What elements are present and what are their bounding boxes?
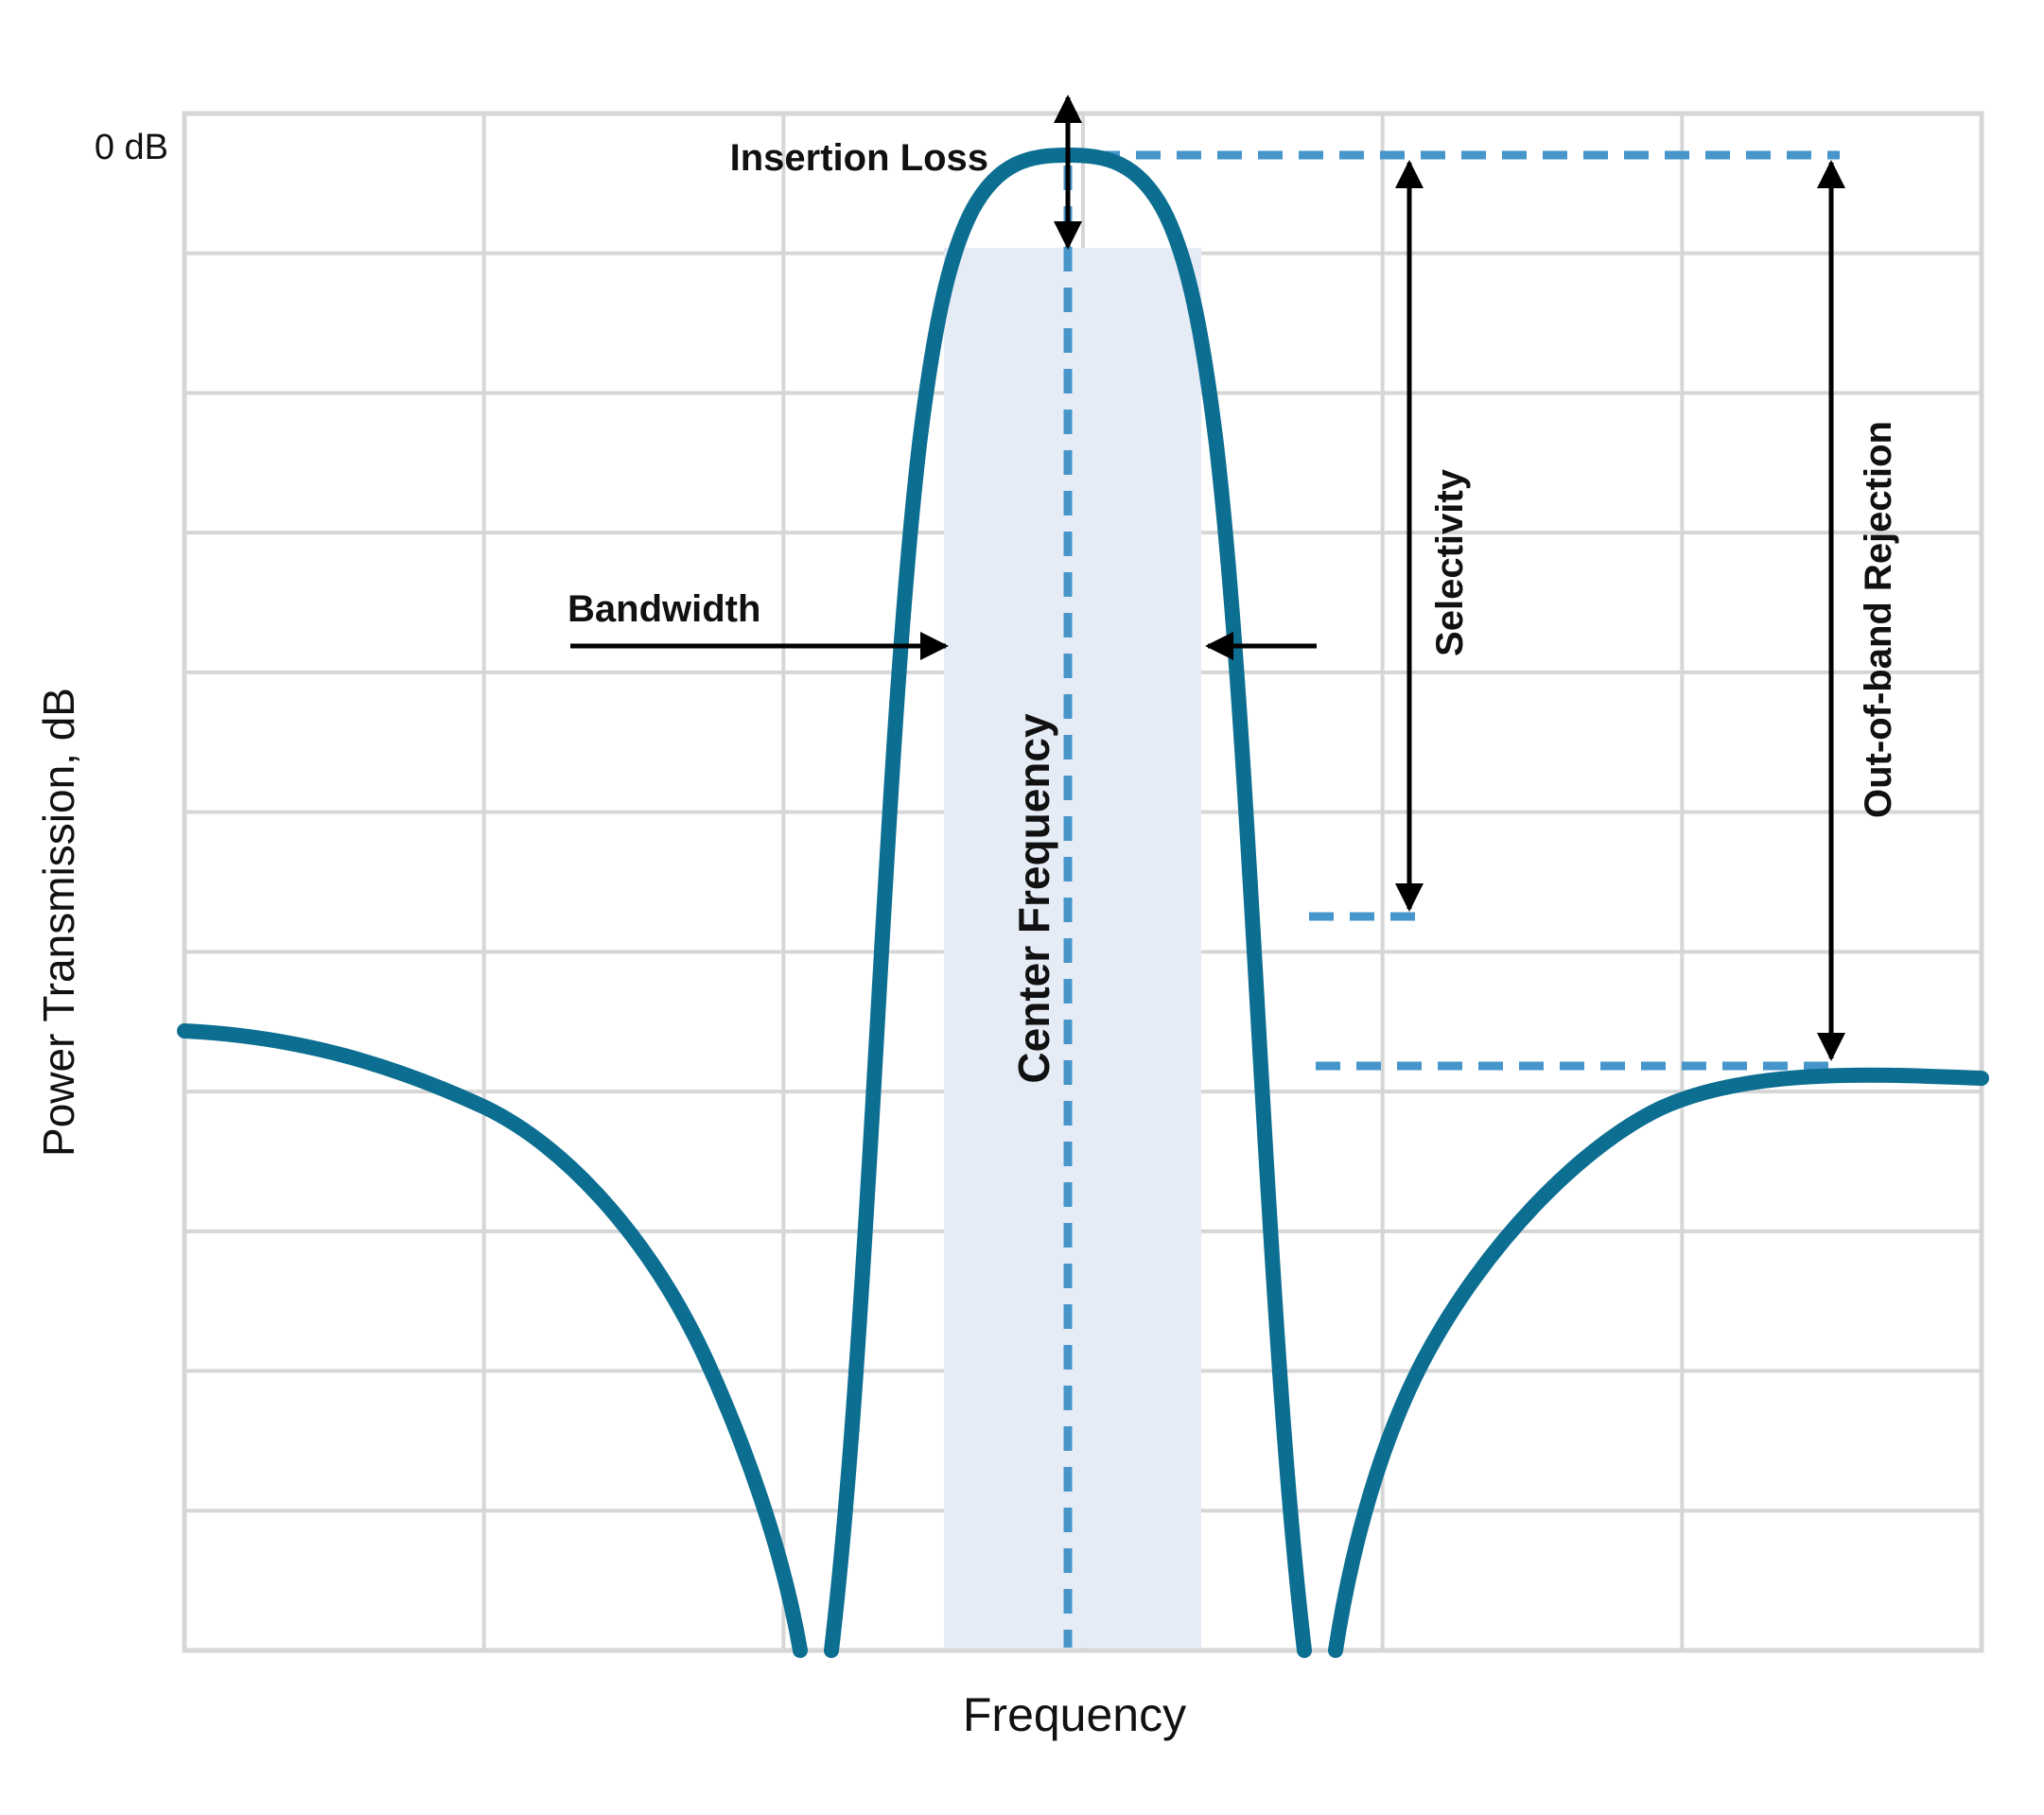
selectivity-label: Selectivity xyxy=(1429,468,1471,656)
plot-border-group xyxy=(182,111,1984,1653)
dashed-reference-lines xyxy=(1063,150,1840,1648)
center-frequency-label: Center Frequency xyxy=(1009,713,1058,1084)
oob-rejection-label: Out-of-band Rejection xyxy=(1858,421,1899,818)
filter-response-curve xyxy=(177,1023,808,1658)
passband-band xyxy=(944,248,1201,1648)
y-axis-title: Power Transmission, dB xyxy=(34,688,83,1157)
annotation-arrows xyxy=(570,95,1845,1061)
passband-band-group xyxy=(944,248,1201,1648)
x-axis-title: Frequency xyxy=(963,1688,1186,1741)
filter-response-curve xyxy=(1328,1067,1989,1658)
zero-db-label: 0 dB xyxy=(95,128,168,167)
insertion-loss-label: Insertion Loss xyxy=(730,137,988,179)
plot-border xyxy=(182,111,1984,1653)
bandwidth-label: Bandwidth xyxy=(568,588,760,630)
